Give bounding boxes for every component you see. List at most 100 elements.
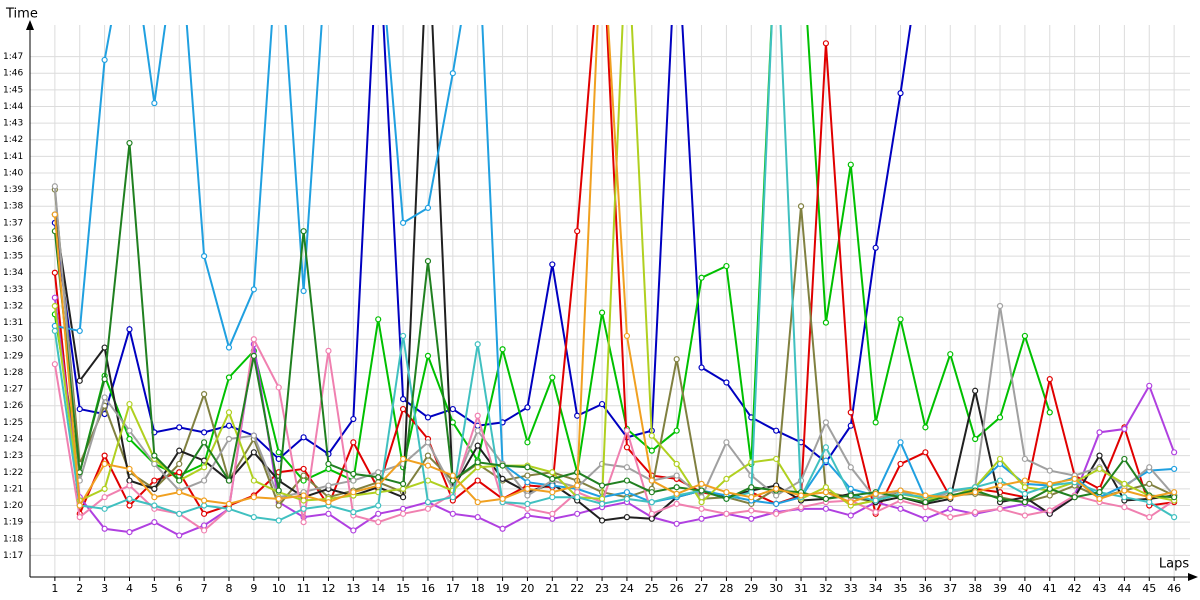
point — [623, 495, 631, 502]
point — [225, 435, 233, 443]
point — [474, 464, 481, 471]
x-tick-label: 6 — [176, 582, 183, 595]
point — [847, 492, 854, 499]
point — [549, 261, 556, 268]
point — [897, 90, 904, 97]
point — [449, 419, 456, 426]
point — [922, 449, 929, 456]
point — [847, 161, 854, 168]
point — [51, 302, 58, 310]
point — [399, 485, 407, 492]
point — [474, 514, 481, 521]
point — [499, 475, 506, 483]
point — [424, 462, 432, 469]
point — [375, 474, 382, 481]
point — [723, 262, 730, 270]
point — [1121, 425, 1128, 433]
point — [947, 505, 954, 512]
point — [1146, 464, 1153, 471]
y-tick-label: 1:45 — [3, 85, 23, 95]
point — [922, 492, 929, 499]
point — [275, 384, 282, 391]
point — [897, 487, 904, 494]
point — [947, 487, 954, 494]
point — [648, 432, 655, 439]
point — [201, 477, 208, 484]
point — [1021, 512, 1028, 519]
point — [773, 427, 780, 434]
point — [797, 492, 805, 499]
point — [549, 510, 556, 517]
point — [250, 352, 257, 359]
point — [1121, 455, 1128, 463]
point — [1121, 487, 1128, 494]
point — [773, 500, 780, 507]
point — [474, 427, 481, 434]
point — [972, 435, 979, 443]
point — [648, 510, 655, 517]
point — [474, 341, 481, 348]
point — [598, 517, 606, 524]
point — [822, 40, 830, 47]
point — [300, 505, 307, 512]
point — [201, 527, 208, 534]
point — [350, 477, 357, 484]
point — [996, 477, 1004, 484]
x-tick-label: 19 — [496, 582, 510, 595]
point — [524, 500, 531, 507]
point — [822, 505, 830, 512]
series-line — [53, 25, 1175, 518]
point — [574, 412, 581, 419]
series-line — [53, 142, 1175, 504]
point — [300, 465, 307, 473]
series-line — [53, 25, 912, 464]
point — [648, 477, 655, 484]
point — [623, 464, 631, 471]
point — [250, 449, 257, 456]
x-tick-label: 4 — [126, 582, 133, 595]
point — [673, 490, 680, 497]
point — [399, 510, 407, 517]
y-tick-label: 1:25 — [3, 418, 23, 428]
x-tick-label: 12 — [321, 582, 335, 595]
point — [524, 492, 531, 499]
point — [1021, 484, 1028, 491]
x-tick-label: 11 — [297, 582, 311, 595]
point — [1146, 494, 1153, 501]
point — [275, 455, 282, 463]
x-tick-label: 17 — [446, 582, 460, 595]
point — [1096, 429, 1103, 436]
series-line — [53, 25, 1175, 522]
point — [325, 347, 332, 354]
point — [524, 479, 531, 486]
point — [101, 344, 108, 351]
y-tick-label: 1:35 — [3, 252, 23, 262]
y-tick-label: 1:32 — [3, 301, 23, 311]
point — [947, 514, 954, 521]
point — [872, 244, 879, 251]
point — [1021, 499, 1028, 506]
x-tick-label: 7 — [201, 582, 208, 595]
point — [822, 484, 830, 491]
y-tick-label: 1:21 — [3, 484, 23, 494]
point — [698, 505, 705, 512]
point — [51, 361, 58, 368]
x-tick-label: 18 — [471, 582, 485, 595]
x-tick-label: 24 — [620, 582, 634, 595]
x-tick-label: 27 — [695, 582, 709, 595]
point — [275, 449, 282, 456]
point — [996, 302, 1004, 310]
point — [250, 494, 257, 501]
point — [225, 344, 233, 351]
point — [101, 376, 108, 383]
point — [1146, 514, 1153, 521]
point — [424, 414, 432, 421]
point — [201, 253, 208, 260]
point — [101, 56, 108, 64]
x-tick-label: 43 — [1093, 582, 1107, 595]
point — [524, 439, 531, 446]
point — [1046, 507, 1053, 514]
x-tick-label: 37 — [943, 582, 957, 595]
point — [126, 482, 133, 489]
point — [101, 505, 108, 512]
